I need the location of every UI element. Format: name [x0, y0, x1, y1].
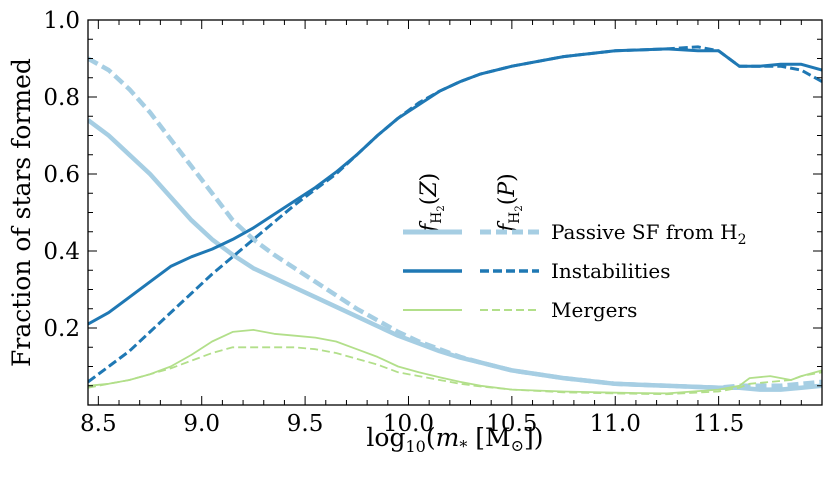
legend-label-instabilities: Instabilities [551, 259, 671, 283]
legend-label-passive: Passive SF from H2 [551, 220, 747, 248]
legend: fH2(Z) fH2(P) Passive SF from H2 Instabi… [403, 173, 747, 322]
y-tick-label: 1.0 [43, 8, 80, 34]
series-passive-z-line [88, 118, 822, 392]
y-axis-title: Fraction of stars formed [7, 58, 36, 367]
legend-label-mergers: Mergers [551, 298, 637, 322]
y-tick-label: 0.6 [43, 162, 80, 188]
x-axis-title: log10(m* [M⊙]) [366, 423, 543, 456]
x-tick-label: 9.5 [287, 411, 324, 437]
series-mergers-z-line [88, 329, 822, 395]
y-tick-label: 0.8 [43, 85, 80, 111]
series-layer [88, 45, 822, 396]
x-tick-label: 10.0 [383, 411, 434, 437]
x-tick-label: 10.5 [486, 411, 537, 437]
series-mergers-p-line [88, 346, 822, 396]
y-tick-label: 0.4 [43, 239, 80, 265]
series-passive-p-line [88, 56, 822, 390]
y-tick-label: 0.2 [43, 316, 80, 342]
x-tick-label: 8.5 [80, 411, 117, 437]
x-tick-label: 9.0 [183, 411, 220, 437]
legend-header-fh2-p: fH2(P) [495, 173, 525, 234]
series-instabilities-p-line [88, 45, 822, 384]
series-instabilities-z-line [88, 47, 822, 326]
plot-frame [87, 19, 823, 406]
legend-header-fh2-z: fH2(Z) [417, 173, 447, 234]
x-tick-label: 11.0 [590, 411, 641, 437]
tick-layer: 8.5 9.0 9.5 10.0 10.5 11.0 11.5 0.2 0.4 0.6 0.8 1.0 [43, 8, 822, 437]
x-tick-label: 11.5 [693, 411, 744, 437]
